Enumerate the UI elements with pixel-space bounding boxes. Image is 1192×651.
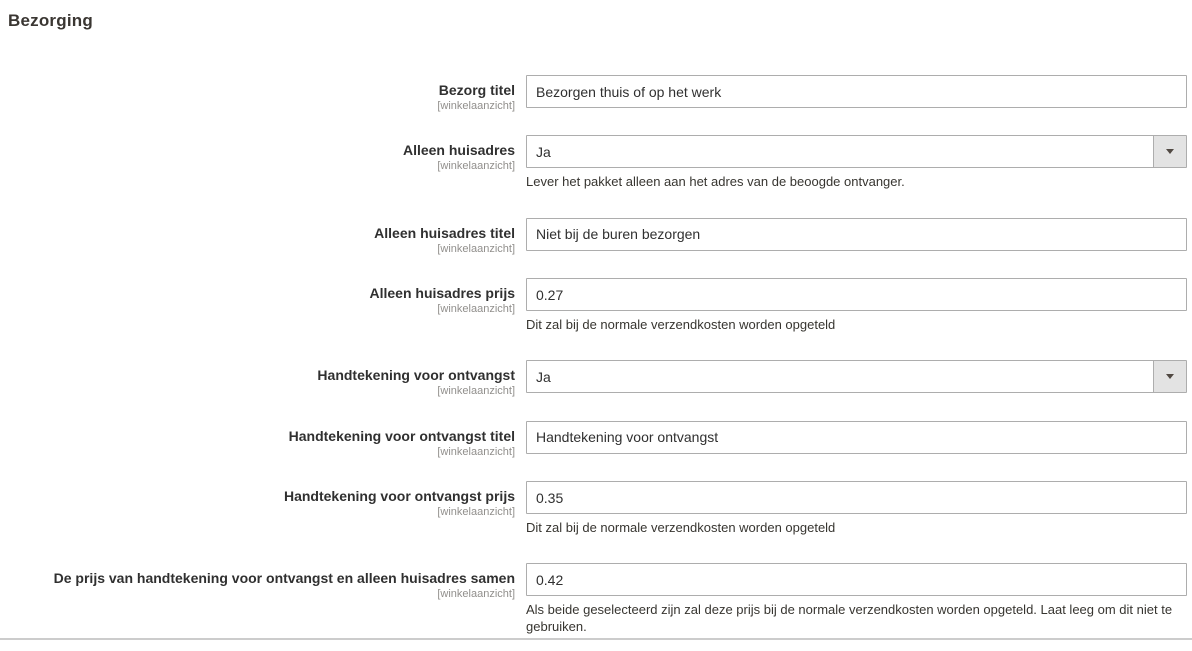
field-label-column: Bezorg titel [winkelaanzicht]: [0, 75, 515, 113]
form-row-handtekening-voor-ontvangst: Handtekening voor ontvangst [winkelaanzi…: [0, 360, 1187, 398]
form-row-handtekening-voor-ontvangst-prijs: Handtekening voor ontvangst prijs [winke…: [0, 481, 1187, 536]
field-scope-label: [winkelaanzicht]: [437, 506, 515, 519]
field-label-column: De prijs van handtekening voor ontvangst…: [0, 563, 515, 635]
bezorg-titel-input[interactable]: [526, 75, 1187, 108]
field-label-column: Alleen huisadres [winkelaanzicht]: [0, 135, 515, 190]
field-note: Dit zal bij de normale verzendkosten wor…: [526, 520, 836, 536]
field-label: Handtekening voor ontvangst titel: [288, 427, 515, 444]
field-value-column: [526, 75, 1187, 113]
form-row-handtekening-voor-ontvangst-titel: Handtekening voor ontvangst titel [winke…: [0, 420, 1187, 459]
de-prijs-van-handtekening-voor-ontvangst-en-alleen-huisadres-samen-input[interactable]: [526, 563, 1187, 597]
field-value-column: Dit zal bij de normale verzendkosten wor…: [526, 278, 1187, 333]
section-divider: [0, 638, 1192, 640]
field-value-column: [526, 217, 1187, 256]
field-label: De prijs van handtekening voor ontvangst…: [53, 570, 515, 587]
form-row-alleen-huisadres: Alleen huisadres [winkelaanzicht] Ja Lev…: [0, 135, 1187, 190]
alleen-huisadres-titel-input[interactable]: [526, 217, 1187, 251]
field-scope-label: [winkelaanzicht]: [437, 385, 515, 398]
field-label: Alleen huisadres prijs: [369, 285, 516, 302]
field-label-column: Handtekening voor ontvangst prijs [winke…: [0, 481, 515, 536]
field-value-column: Ja Lever het pakket alleen aan het adres…: [526, 135, 1187, 190]
form-row-alleen-huisadres-titel: Alleen huisadres titel [winkelaanzicht]: [0, 217, 1187, 256]
field-label: Alleen huisadres titel: [374, 224, 515, 241]
field-value-column: Ja: [526, 360, 1187, 398]
select-value: Ja: [536, 143, 551, 160]
field-scope-label: [winkelaanzicht]: [437, 160, 515, 173]
field-scope-label: [winkelaanzicht]: [437, 100, 515, 113]
field-scope-label: [winkelaanzicht]: [437, 445, 515, 458]
field-label-column: Handtekening voor ontvangst titel [winke…: [0, 421, 515, 459]
form-row-de-prijs-van-handtekening-voor-ontvangst-en-alleen-huisadres-samen: De prijs van handtekening voor ontvangst…: [0, 563, 1187, 635]
field-note: Lever het pakket alleen aan het adres va…: [526, 174, 905, 190]
field-note: Als beide geselecteerd zijn zal deze pri…: [526, 602, 1173, 634]
alleen-huisadres-select[interactable]: Ja: [526, 135, 1187, 169]
form-row-alleen-huisadres-prijs: Alleen huisadres prijs [winkelaanzicht] …: [0, 278, 1187, 333]
page-title: Bezorging: [8, 11, 93, 30]
field-scope-label: [winkelaanzicht]: [437, 242, 515, 255]
field-label: Handtekening voor ontvangst prijs: [283, 488, 515, 505]
alleen-huisadres-prijs-input[interactable]: [526, 278, 1187, 312]
chevron-down-icon: [1153, 136, 1186, 168]
form-row-bezorg-titel: Bezorg titel [winkelaanzicht]: [0, 75, 1187, 113]
handtekening-voor-ontvangst-titel-input[interactable]: [526, 420, 1187, 454]
field-scope-label: [winkelaanzicht]: [437, 588, 515, 601]
field-scope-label: [winkelaanzicht]: [437, 303, 515, 316]
select-value: Ja: [536, 368, 551, 385]
handtekening-voor-ontvangst-select[interactable]: Ja: [526, 360, 1187, 394]
field-note: Dit zal bij de normale verzendkosten wor…: [526, 317, 836, 333]
settings-form: Bezorg titel [winkelaanzicht] Alleen hui…: [0, 75, 1187, 651]
field-label: Bezorg titel: [438, 82, 515, 98]
field-label: Alleen huisadres: [402, 142, 515, 159]
field-value-column: Als beide geselecteerd zijn zal deze pri…: [526, 563, 1187, 635]
chevron-down-icon: [1153, 361, 1186, 393]
field-value-column: Dit zal bij de normale verzendkosten wor…: [526, 481, 1187, 536]
field-label-column: Alleen huisadres titel [winkelaanzicht]: [0, 218, 515, 256]
field-label: Handtekening voor ontvangst: [317, 367, 515, 384]
field-label-column: Alleen huisadres prijs [winkelaanzicht]: [0, 278, 516, 333]
field-value-column: [526, 420, 1187, 459]
handtekening-voor-ontvangst-prijs-input[interactable]: [526, 481, 1187, 515]
field-label-column: Handtekening voor ontvangst [winkelaanzi…: [0, 360, 515, 398]
